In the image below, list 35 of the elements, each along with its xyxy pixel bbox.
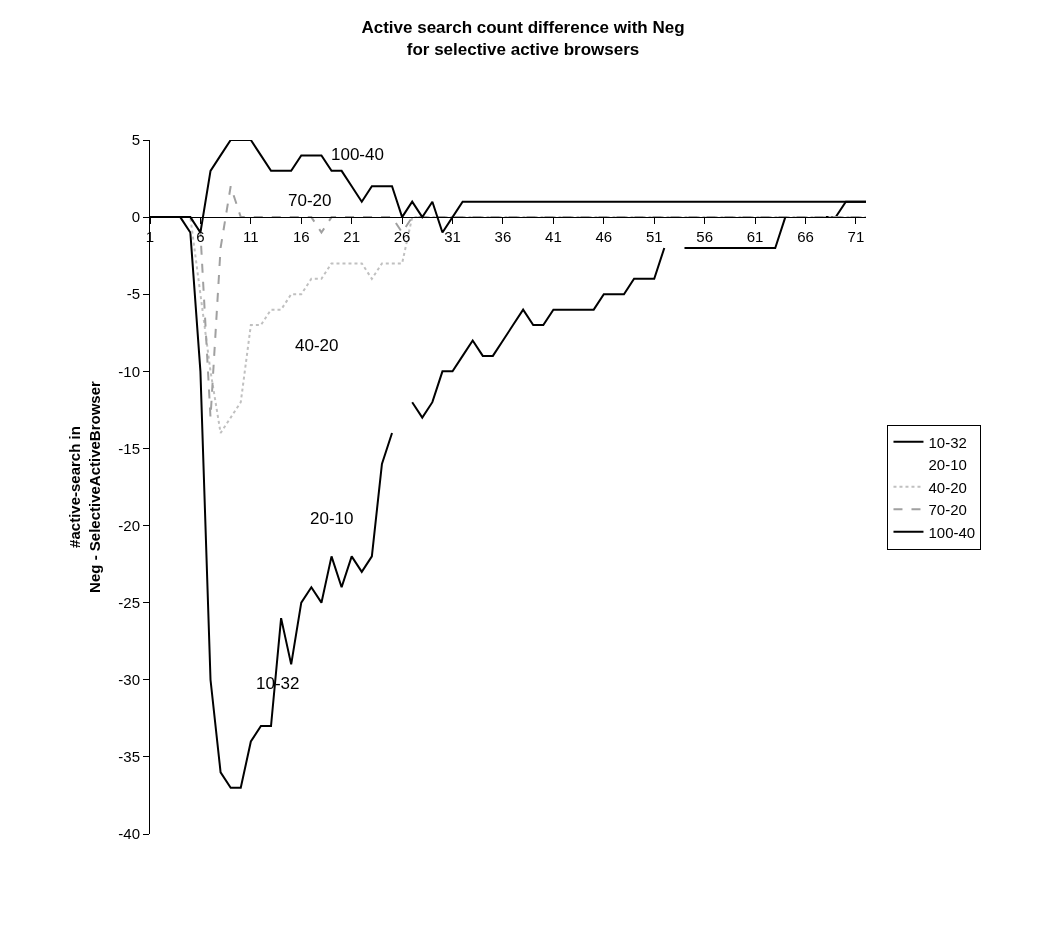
- x-tick-label: 66: [797, 228, 814, 246]
- y-tick-label: -20: [118, 516, 140, 534]
- chart-title: Active search count difference with Neg for selective active browsers: [361, 18, 685, 60]
- y-tick-label: -10: [118, 362, 140, 380]
- x-tick-label: 11: [243, 228, 259, 246]
- x-tick-label: 36: [494, 228, 512, 246]
- x-tick-label: 21: [343, 228, 361, 246]
- x-tick-label: 56: [696, 228, 713, 246]
- x-tick-label: 16: [292, 228, 310, 246]
- x-tick-label: 51: [645, 228, 663, 246]
- text: 20-10: [928, 456, 967, 474]
- y-tick-label: -35: [118, 748, 140, 766]
- y-tick-label: -25: [118, 593, 140, 611]
- y-tick-label: -40: [118, 825, 140, 843]
- x-tick-label: 61: [746, 228, 764, 246]
- annotation: 20-10: [310, 509, 354, 528]
- legend-label: 100-40: [928, 523, 976, 541]
- x-tick-label: 6: [196, 228, 205, 246]
- y-tick-label: 5: [131, 131, 140, 149]
- y-tick-label: -30: [118, 671, 140, 689]
- legend-label: 70-20: [928, 501, 967, 519]
- y-tick-label: -15: [118, 439, 140, 457]
- y-tick-label: 0: [131, 208, 140, 226]
- y-axis-title: #active-search in Neg - SelectiveActiveBrowser: [66, 380, 103, 593]
- legend-label: 10-32: [928, 433, 967, 451]
- x-tick-label: 41: [545, 228, 562, 246]
- legend-label: 40-20: [928, 478, 967, 496]
- x-tick-label: 71: [847, 228, 865, 246]
- annotation: 100-40: [331, 145, 384, 164]
- x-tick-label: 26: [393, 228, 411, 246]
- annotation: 40-20: [295, 336, 339, 355]
- x-tick-label: 46: [595, 228, 613, 246]
- y-tick-label: -5: [126, 285, 140, 303]
- annotation: 70-20: [288, 191, 332, 210]
- x-tick-label: 31: [444, 228, 461, 246]
